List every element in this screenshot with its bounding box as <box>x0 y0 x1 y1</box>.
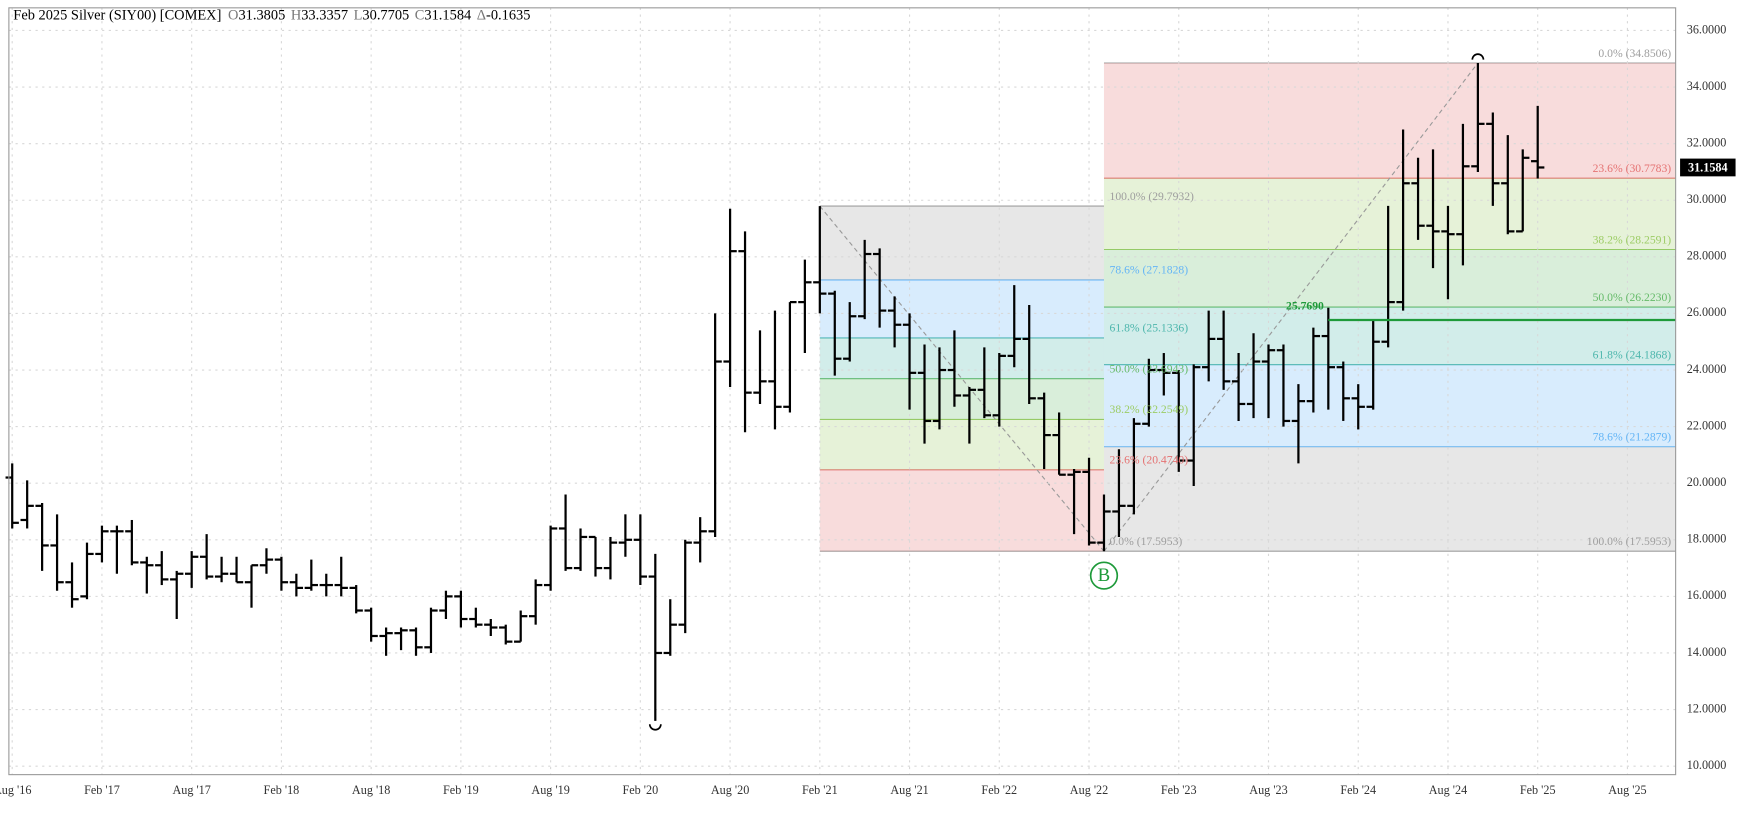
fib-zone <box>819 206 1104 280</box>
x-tick-label: Aug '18 <box>352 783 390 797</box>
fib-zone <box>1103 307 1676 365</box>
high-marker <box>1471 53 1485 60</box>
x-tick-label: Feb '19 <box>443 783 479 797</box>
fib-zone <box>1103 62 1676 179</box>
signal-label: B <box>1098 565 1111 586</box>
x-tick-label: Feb '23 <box>1161 783 1197 797</box>
legend: Feb 2025 Silver (SIY00) [COMEX] O31.3805 H… <box>13 8 530 24</box>
fib-label: 0.0% (34.8506) <box>1598 47 1671 60</box>
y-tick-label: 10.0000 <box>1687 758 1727 772</box>
signal-marker <box>1089 561 1119 590</box>
x-tick-label: Aug '22 <box>1070 783 1108 797</box>
y-tick-label: 24.0000 <box>1687 362 1727 376</box>
legend-value: 31.1584 <box>424 8 471 24</box>
y-tick-label: 34.0000 <box>1687 79 1727 93</box>
x-tick-label: Feb '20 <box>622 783 658 797</box>
y-tick-label: 28.0000 <box>1687 249 1727 263</box>
fib-label: 61.8% (24.1868) <box>1593 349 1672 362</box>
legend-key: O <box>228 8 238 24</box>
x-tick-label: Aug '24 <box>1429 783 1467 797</box>
y-tick-label: 22.0000 <box>1687 418 1727 432</box>
low-marker <box>648 724 662 731</box>
legend-value: 31.3805 <box>238 8 285 24</box>
legend-value: 30.7705 <box>362 8 409 24</box>
fib-label: 23.6% (30.7783) <box>1593 162 1672 175</box>
last-price-tag <box>1680 158 1736 177</box>
legend-key: Δ <box>477 8 486 24</box>
x-tick-label: Feb '25 <box>1520 783 1556 797</box>
fib-label: 100.0% (29.7932) <box>1110 190 1195 203</box>
fib-label: 100.0% (17.5953) <box>1587 535 1672 548</box>
x-tick-label: Feb '17 <box>84 783 120 797</box>
x-tick-label: Aug '16 <box>0 783 31 797</box>
fib-zone <box>1103 446 1676 552</box>
fib-zone <box>819 378 1104 420</box>
fib-zone <box>1103 364 1676 447</box>
y-tick-label: 14.0000 <box>1687 645 1727 659</box>
x-tick-label: Feb '22 <box>981 783 1017 797</box>
x-tick-label: Aug '21 <box>890 783 928 797</box>
y-tick-label: 30.0000 <box>1687 192 1727 206</box>
x-tick-label: Aug '25 <box>1608 783 1646 797</box>
fib-label: 0.0% (17.5953) <box>1110 535 1183 548</box>
x-tick-label: Feb '21 <box>802 783 838 797</box>
legend-title: Feb 2025 Silver (SIY00) [COMEX] <box>13 8 221 24</box>
fib-zone <box>819 279 1104 338</box>
fib-label: 38.2% (28.2591) <box>1593 233 1672 246</box>
fib-zone <box>819 469 1104 552</box>
legend-key: H <box>291 8 301 24</box>
fib-label: 50.0% (26.2230) <box>1593 291 1672 304</box>
x-tick-label: Aug '19 <box>531 783 569 797</box>
last-price-label: 31.1584 <box>1688 160 1728 174</box>
fib-zone <box>819 419 1104 470</box>
fib-zone <box>819 337 1104 379</box>
fib-label: 61.8% (25.1336) <box>1110 322 1189 335</box>
x-tick-label: Aug '20 <box>711 783 749 797</box>
legend-value: -0.1635 <box>486 8 530 24</box>
plot-frame <box>8 7 1677 776</box>
y-tick-label: 36.0000 <box>1687 22 1727 36</box>
fib-label: 38.2% (22.2549) <box>1110 403 1189 416</box>
fib-trend <box>1103 62 1479 552</box>
x-tick-label: Aug '23 <box>1249 783 1287 797</box>
y-tick-label: 18.0000 <box>1687 532 1727 546</box>
x-tick-label: Aug '17 <box>172 783 210 797</box>
y-tick-label: 26.0000 <box>1687 305 1727 319</box>
legend-key: C <box>415 8 425 24</box>
y-tick-label: 12.0000 <box>1687 701 1727 715</box>
fib-label: 78.6% (21.2879) <box>1593 431 1672 444</box>
fib-label: 78.6% (27.1828) <box>1110 264 1189 277</box>
y-tick-label: 32.0000 <box>1687 135 1727 149</box>
fib-zone <box>1103 249 1676 308</box>
x-tick-label: Feb '18 <box>264 783 300 797</box>
legend-value: 33.3357 <box>301 8 348 24</box>
fib-label: 23.6% (20.4740) <box>1110 454 1189 467</box>
y-tick-label: 20.0000 <box>1687 475 1727 489</box>
level-label: 25.7690 <box>1286 299 1324 312</box>
y-tick-label: 16.0000 <box>1687 588 1727 602</box>
x-tick-label: Feb '24 <box>1340 783 1376 797</box>
fib-label: 50.0% (23.6943) <box>1110 362 1189 375</box>
fib-zone <box>1103 178 1676 250</box>
legend-key: L <box>354 8 363 24</box>
